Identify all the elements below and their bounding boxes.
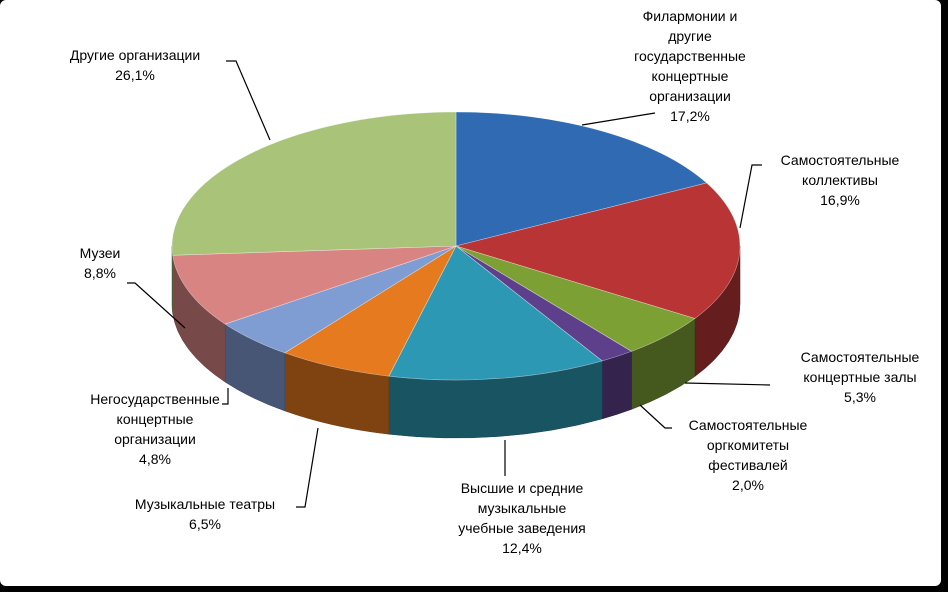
data-label: Самостоятельные концертные залы 5,3%: [801, 347, 920, 407]
data-label: Самостоятельные коллективы 16,9%: [781, 150, 900, 210]
value-label: 17,2%: [670, 108, 710, 124]
value-label: 26,1%: [115, 67, 155, 83]
value-label: 5,3%: [844, 389, 876, 405]
category-label: Музеи: [79, 245, 121, 261]
category-label: Филармонии и другие государственные конц…: [634, 8, 746, 104]
leader-line: [739, 164, 762, 229]
data-label: Другие организации 26,1%: [70, 45, 200, 85]
data-label: Музыкальные театры 6,5%: [135, 494, 275, 534]
data-label: Самостоятельные оргкомитеты фестивалей 2,…: [689, 415, 808, 495]
slice: [454, 182, 741, 319]
category-label: Негосударственные концертные организации: [90, 391, 220, 447]
slice: [172, 245, 457, 325]
category-label: Другие организации: [69, 47, 201, 63]
category-label: Самостоятельные оргкомитеты фестивалей: [688, 417, 808, 473]
slice: [171, 111, 457, 256]
value-label: 12,4%: [502, 540, 542, 556]
leader-line: [639, 404, 672, 429]
value-label: 2,0%: [732, 477, 764, 493]
category-label: Самостоятельные коллективы: [780, 152, 900, 188]
slice: [284, 245, 457, 377]
slice-side: [601, 351, 632, 420]
data-label: Негосударственные концертные организации…: [90, 389, 220, 469]
leader-line: [222, 388, 229, 405]
leader-line: [127, 282, 186, 329]
leader-line: [684, 382, 771, 386]
value-label: 8,8%: [84, 265, 116, 281]
value-label: 4,8%: [139, 451, 171, 467]
category-label: Высшие и средние музыкальные учебные зав…: [458, 480, 586, 536]
value-label: 16,9%: [820, 192, 860, 208]
leader-line: [581, 112, 656, 126]
value-label: 6,5%: [189, 516, 221, 532]
leader-line: [296, 427, 319, 508]
leader-line: [226, 60, 271, 141]
data-label: Высшие и средние музыкальные учебные зав…: [458, 478, 585, 558]
data-label: Музеи 8,8%: [80, 243, 121, 283]
data-label: Филармонии и другие государственные конц…: [634, 6, 746, 126]
slice: [455, 111, 708, 247]
category-label: Самостоятельные концертные залы: [800, 349, 920, 385]
slice: [388, 245, 603, 381]
category-label: Музыкальные театры: [134, 496, 276, 512]
